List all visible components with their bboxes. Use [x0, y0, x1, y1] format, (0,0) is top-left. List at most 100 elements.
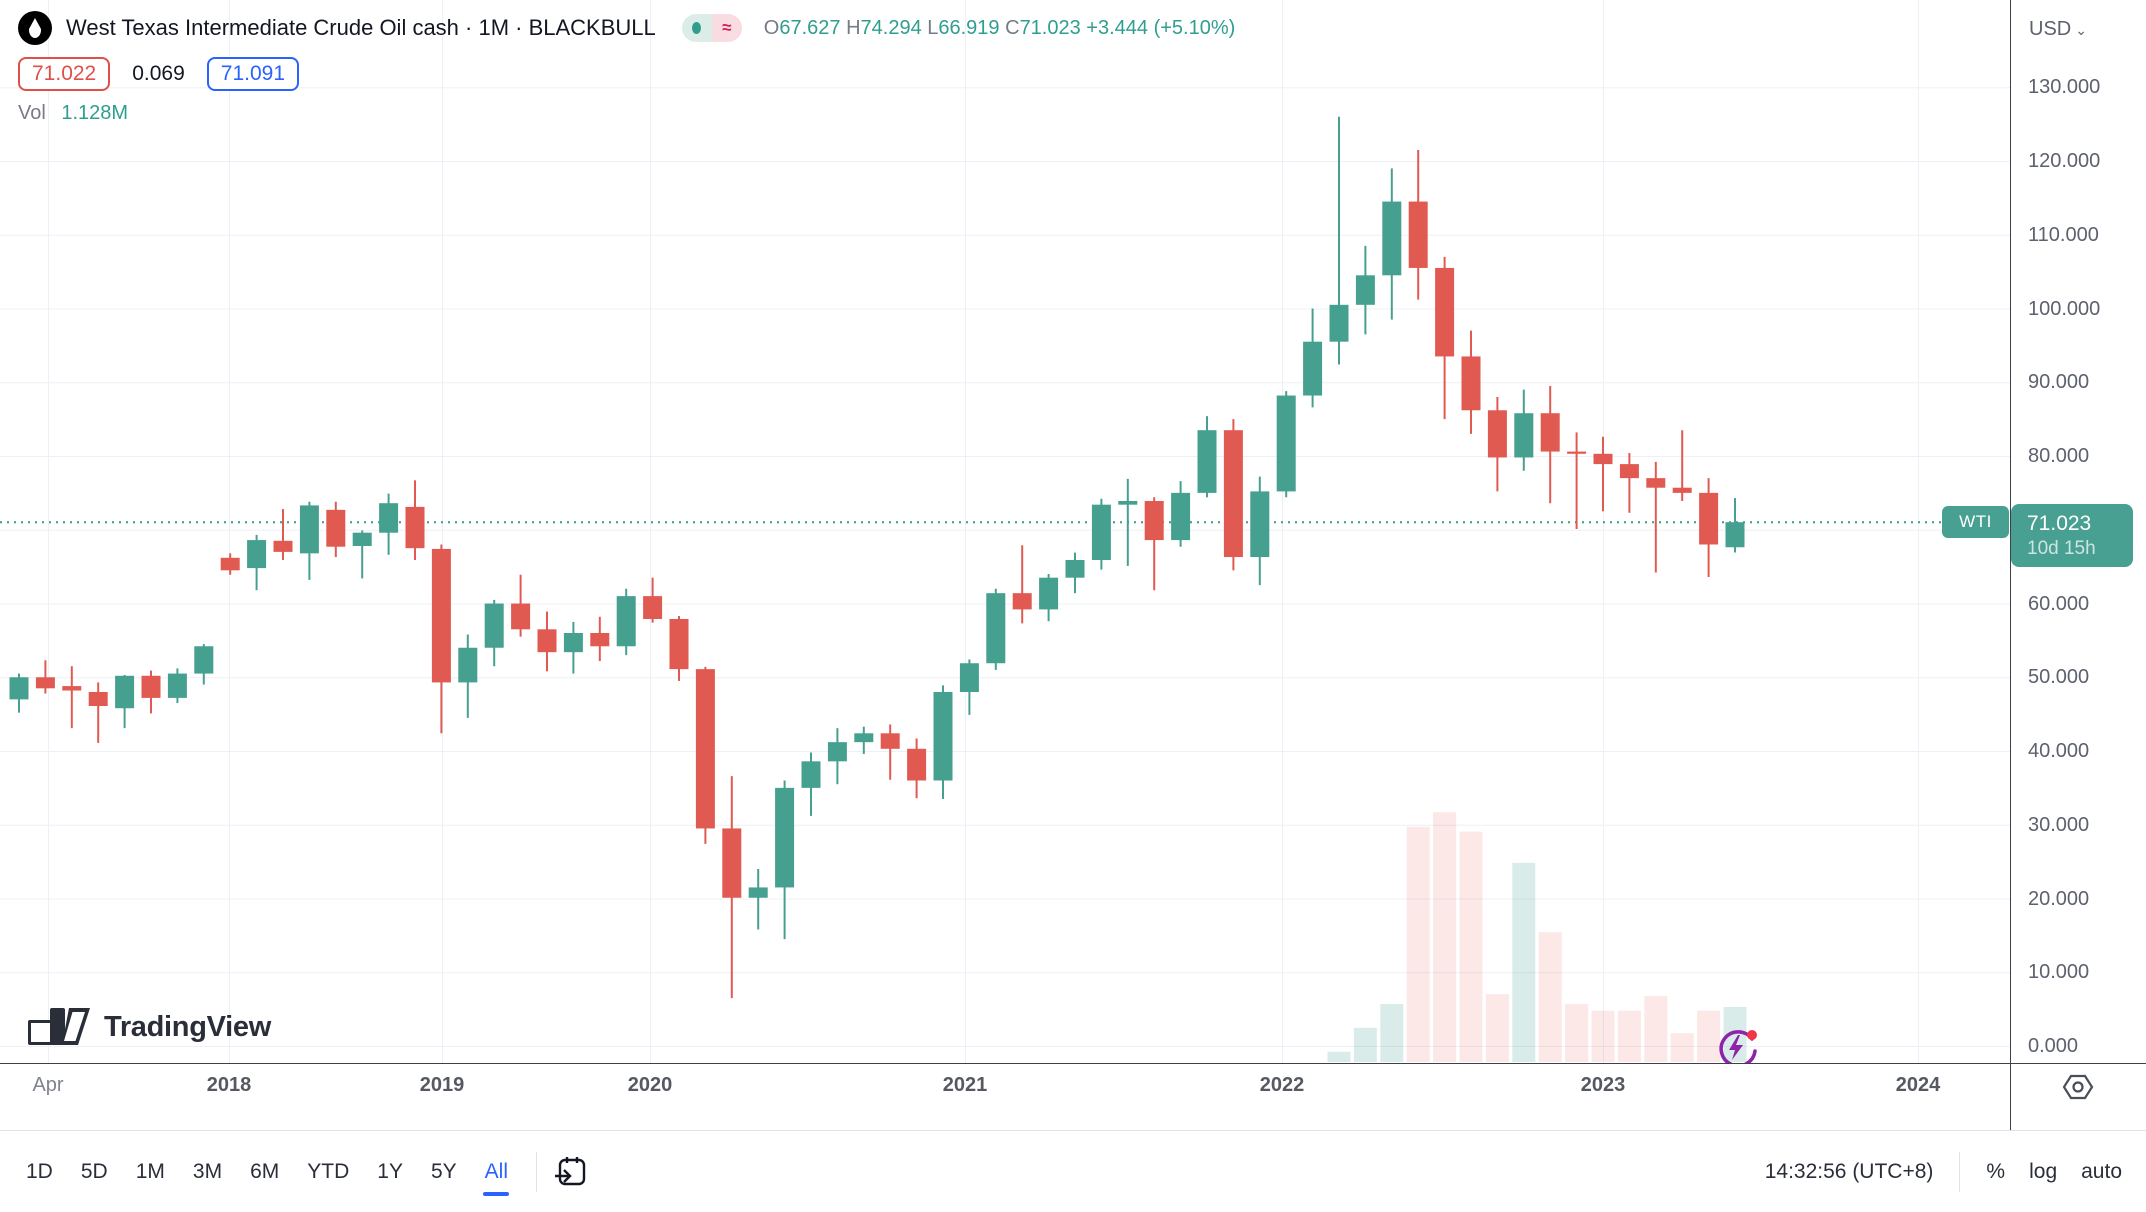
- volume-bar: [1512, 862, 1536, 1062]
- candle-body: [537, 629, 557, 653]
- price-tick-label: 10.000: [2028, 961, 2090, 984]
- time-tick-label: 2018: [206, 1074, 252, 1096]
- price-tick-label: 20.000: [2028, 887, 2090, 910]
- volume-bar: [1538, 932, 1562, 1062]
- last-price-value: 71.023: [2027, 512, 2092, 536]
- tradingview-logo[interactable]: TradingView: [28, 1008, 271, 1046]
- candle-body: [247, 540, 267, 569]
- candle-body: [167, 673, 187, 698]
- high-key: H: [846, 16, 861, 39]
- candle-body: [1487, 410, 1507, 458]
- bottom-toolbar: 1D 5D 1M 3M 6M YTD 1Y 5Y All 14:32:56 (UTC+8) % …: [0, 1130, 2146, 1212]
- instant-trading-badge[interactable]: [1714, 1026, 1758, 1070]
- price-tick-label: 60.000: [2028, 592, 2090, 615]
- candle-body: [986, 593, 1006, 664]
- range-button-all[interactable]: All: [471, 1152, 522, 1192]
- candle-body: [880, 733, 900, 749]
- symbol-title[interactable]: West Texas Intermediate Crude Oil cash ·…: [66, 15, 656, 40]
- range-button-1d[interactable]: 1D: [26, 1160, 53, 1183]
- close-key: C: [1005, 16, 1020, 39]
- candle-body: [827, 742, 847, 762]
- candle-body: [933, 692, 953, 781]
- volume-bar: [1644, 996, 1668, 1062]
- volume-bar: [1406, 826, 1430, 1062]
- candle-body: [1118, 500, 1138, 505]
- candle-body: [9, 677, 29, 700]
- range-button-ytd[interactable]: YTD: [307, 1160, 350, 1183]
- bar-countdown: 10d 15h: [2027, 538, 2096, 560]
- candle-body: [1567, 451, 1587, 454]
- go-to-date-icon: [555, 1157, 586, 1186]
- tradingview-wordmark: TradingView: [104, 1010, 271, 1043]
- currency-dropdown[interactable]: USD ⌄: [2029, 18, 2087, 41]
- currency-label: USD: [2029, 18, 2072, 40]
- auto-scale-button[interactable]: auto: [2081, 1160, 2122, 1183]
- candle-body: [1276, 395, 1296, 492]
- candlestick-chart[interactable]: [0, 0, 2010, 1063]
- last-price-label: 71.023 10d 15h: [2011, 504, 2133, 568]
- range-button-5d[interactable]: 5D: [80, 1160, 108, 1183]
- date-range-switcher: 1D 5D 1M 3M 6M YTD 1Y 5Y All: [12, 1131, 591, 1212]
- candle-body: [1593, 453, 1613, 465]
- candle-body: [141, 675, 161, 698]
- range-button-3m[interactable]: 3M: [192, 1160, 223, 1183]
- price-axis[interactable]: USD ⌄ 130.000 120.000 110.000 100.000 90.000 8…: [2010, 0, 2146, 1063]
- bid-button[interactable]: 71.022: [18, 57, 111, 91]
- candle-body: [1171, 492, 1191, 541]
- time-axis[interactable]: Apr 2018 2019 2020 2021 2022 2023 2024: [0, 1063, 2146, 1131]
- market-open-dot-icon[interactable]: [681, 14, 712, 42]
- change-value: +3.444 (+5.10%): [1086, 16, 1236, 39]
- symbol-logo-oil-drop-icon: [18, 11, 52, 45]
- candle-body: [775, 787, 795, 888]
- candle-body: [484, 603, 504, 648]
- toolbar-divider: [536, 1152, 537, 1192]
- candle-body: [273, 540, 293, 552]
- candle-body: [1223, 430, 1243, 558]
- lightning-icon: [1719, 1030, 1757, 1068]
- candle-body: [669, 618, 689, 670]
- range-button-6m[interactable]: 6M: [250, 1160, 280, 1183]
- market-status-pill[interactable]: ≈: [681, 14, 742, 42]
- volume-bar: [1433, 812, 1457, 1062]
- price-tick-label: 90.000: [2028, 371, 2090, 394]
- range-button-1y[interactable]: 1Y: [377, 1160, 403, 1183]
- volume-bar: [1697, 1010, 1721, 1062]
- tradingview-mark-icon: [28, 1008, 90, 1045]
- volume-bar: [1327, 1051, 1351, 1062]
- range-button-5y[interactable]: 5Y: [430, 1160, 457, 1183]
- log-scale-button[interactable]: log: [2029, 1160, 2058, 1183]
- candle-body: [1144, 500, 1164, 541]
- minds-wave-icon[interactable]: ≈: [711, 14, 742, 42]
- candle-body: [1012, 593, 1032, 610]
- candle-body: [458, 647, 478, 683]
- candle-body: [220, 557, 240, 571]
- candle-body: [854, 733, 874, 743]
- candle-body: [907, 748, 927, 781]
- range-button-1m[interactable]: 1M: [135, 1160, 165, 1183]
- volume-bar: [1670, 1033, 1694, 1062]
- spread-value: 0.069: [132, 62, 185, 85]
- low-value: 66.919: [938, 16, 1000, 39]
- candle-body: [1540, 413, 1560, 452]
- go-to-date-button[interactable]: [551, 1152, 591, 1192]
- time-tick-label: 2020: [627, 1074, 673, 1096]
- candle-body: [1303, 341, 1323, 396]
- clock[interactable]: 14:32:56 (UTC+8): [1764, 1160, 1934, 1183]
- volume-bar: [1380, 1003, 1404, 1062]
- volume-bar: [1565, 1003, 1589, 1062]
- time-tick-label: 2019: [419, 1074, 465, 1096]
- chart-area[interactable]: [0, 0, 2010, 1063]
- candle-body: [1329, 304, 1349, 342]
- time-tick-label: 2021: [942, 1074, 988, 1096]
- candle-body: [1435, 267, 1455, 357]
- ask-button[interactable]: 71.091: [206, 57, 300, 91]
- axis-settings-eye-icon[interactable]: [2062, 1072, 2094, 1102]
- price-tick-label: 80.000: [2028, 445, 2090, 467]
- candle-body: [62, 686, 82, 691]
- candle-body: [1619, 464, 1639, 479]
- volume-readout: Vol 1.128M: [18, 102, 1235, 125]
- time-tick-label: 2023: [1580, 1074, 1626, 1096]
- candle-body: [801, 761, 821, 788]
- candle-body: [1355, 275, 1375, 305]
- percent-scale-button[interactable]: %: [1986, 1160, 2006, 1183]
